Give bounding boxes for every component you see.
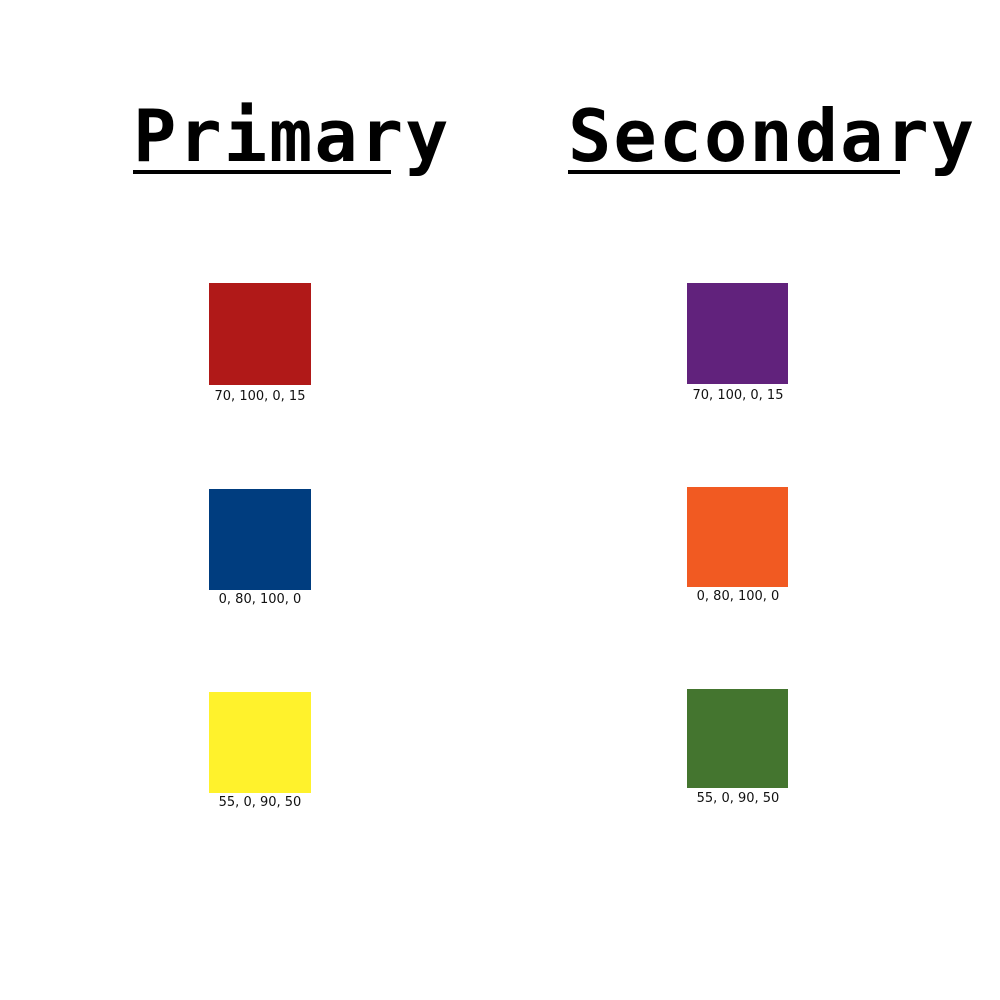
secondary-swatch-2: 0, 80, 100, 0: [687, 487, 789, 604]
secondary-heading: Secondary: [568, 94, 977, 178]
primary-swatch-3-label: 55, 0, 90, 50: [218, 795, 302, 810]
primary-heading-underline: [133, 170, 391, 174]
primary-swatch-2: 0, 80, 100, 0: [209, 489, 311, 607]
secondary-swatch-3-color: [687, 689, 788, 788]
primary-swatch-2-color: [209, 489, 311, 590]
secondary-swatch-2-color: [687, 487, 788, 587]
secondary-swatch-3-label: 55, 0, 90, 50: [696, 791, 780, 806]
primary-swatch-3-color: [209, 692, 311, 793]
secondary-swatch-2-label: 0, 80, 100, 0: [696, 589, 780, 604]
secondary-heading-underline: [568, 170, 900, 174]
secondary-swatch-1-label: 70, 100, 0, 15: [692, 388, 784, 403]
secondary-swatch-1: 70, 100, 0, 15: [687, 283, 789, 403]
primary-swatch-1: 70, 100, 0, 15: [209, 283, 311, 404]
primary-heading: Primary: [133, 94, 451, 178]
secondary-swatch-3: 55, 0, 90, 50: [687, 689, 789, 806]
primary-swatch-2-label: 0, 80, 100, 0: [218, 592, 302, 607]
primary-swatch-1-label: 70, 100, 0, 15: [214, 389, 306, 404]
primary-swatch-1-color: [209, 283, 311, 385]
primary-swatch-3: 55, 0, 90, 50: [209, 692, 311, 810]
secondary-swatch-1-color: [687, 283, 788, 384]
